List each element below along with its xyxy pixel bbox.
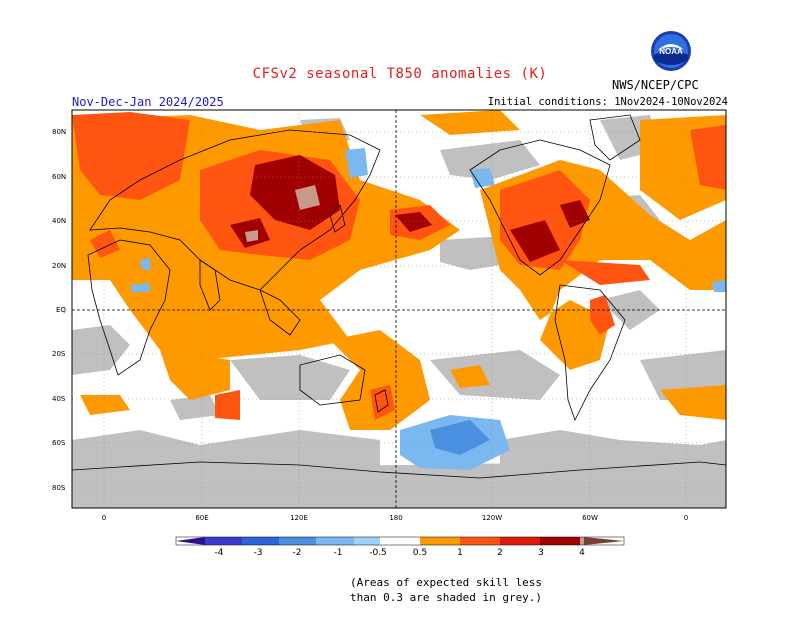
lon-label: 0 (684, 514, 688, 522)
forecast-period: Nov-Dec-Jan 2024/2025 (72, 95, 224, 109)
colorbar-label: -4 (214, 548, 224, 558)
skill-note-line2: than 0.3 are shaded in grey.) (350, 591, 543, 604)
noaa-logo-icon: NOAA (651, 31, 691, 71)
colorbar-segment (420, 537, 460, 545)
colorbar-label: 4 (579, 548, 585, 558)
colorbar-segment (460, 537, 500, 545)
lon-label: 60W (582, 514, 598, 522)
colorbar-segment (279, 537, 316, 545)
lon-label: 120W (482, 514, 502, 522)
reference-lines (72, 110, 726, 508)
anomaly-blue-areas (130, 148, 726, 470)
grid-lines (72, 110, 726, 508)
colorbar-segment (540, 537, 580, 545)
colorbar-label: -0.5 (369, 548, 387, 558)
lat-label: 20S (52, 350, 66, 358)
logo-text: NOAA (659, 47, 683, 56)
colorbar-segment (354, 537, 380, 545)
lat-label: 80S (52, 484, 66, 492)
colorbar-segment (242, 537, 279, 545)
colorbar-segment (316, 537, 354, 545)
map-frame (71, 109, 727, 509)
colorbar-label: 3 (538, 548, 544, 558)
colorbar-label: -1 (333, 548, 343, 558)
lat-label: 60N (52, 173, 66, 181)
lon-label: 60E (195, 514, 208, 522)
colorbar-label: 1 (457, 548, 463, 558)
agency-label: NWS/NCEP/CPC (612, 78, 699, 92)
colorbar-label: 0.5 (412, 548, 428, 558)
colorbar-segment (500, 537, 540, 545)
colorbar-label: -2 (292, 548, 302, 558)
lat-label: 40S (52, 395, 66, 403)
colorbar-segment (205, 537, 242, 545)
chart-title: CFSv2 seasonal T850 anomalies (K) (252, 66, 548, 82)
lat-label: 60S (52, 439, 66, 447)
colorbar-segment (580, 537, 584, 545)
skill-note-line1: (Areas of expected skill less (350, 576, 543, 589)
lat-label: 20N (52, 262, 66, 270)
initial-conditions: Initial conditions: 1Nov2024-10Nov2024 (487, 96, 728, 108)
colorbar-arrow-right (584, 537, 624, 545)
lon-label: 0 (102, 514, 106, 522)
lat-label: EQ (56, 306, 66, 314)
colorbar-label: 2 (497, 548, 503, 558)
lat-label: 40N (52, 217, 66, 225)
lat-labels: 80N 60N 40N 20N EQ 20S 40S 60S 80S (52, 128, 66, 492)
coastlines (72, 114, 726, 479)
colorbar-label: -3 (253, 548, 263, 558)
lon-labels: 0 60E 120E 180 120W 60W 0 (102, 514, 688, 522)
colorbar (175, 536, 625, 546)
lon-label: 180 (389, 514, 402, 522)
colorbar-segment (380, 537, 420, 545)
lat-label: 80N (52, 128, 66, 136)
colorbar-arrow-left (176, 537, 205, 545)
lon-label: 120E (290, 514, 308, 522)
anomaly-pink-areas (245, 185, 320, 242)
anomaly-dark-red-areas (230, 155, 590, 262)
